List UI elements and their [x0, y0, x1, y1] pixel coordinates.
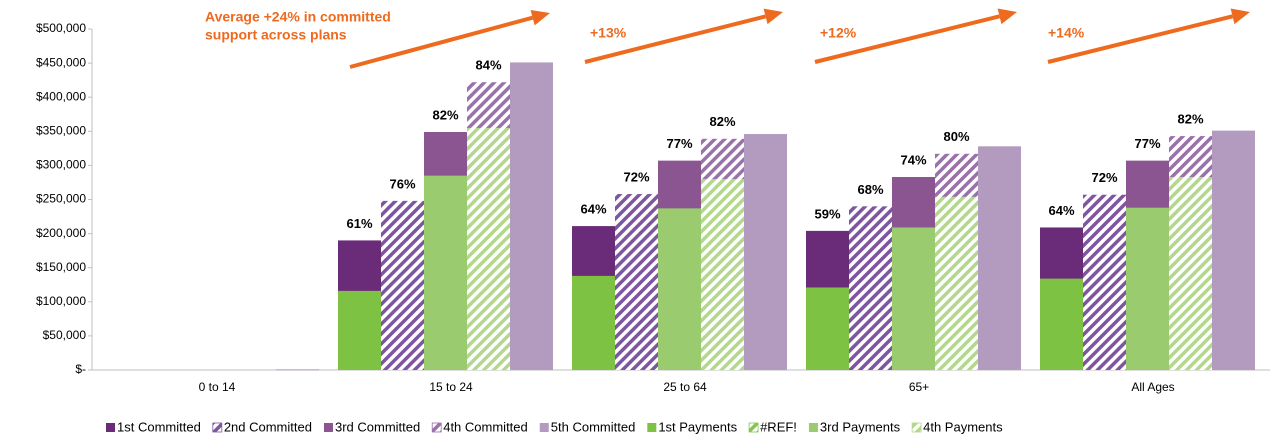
legend-label: 1st Payments — [658, 419, 737, 434]
ratio-label: 77% — [666, 136, 692, 151]
x-tick-label: 65+ — [909, 380, 929, 394]
bar — [1083, 194, 1126, 370]
bar — [467, 127, 510, 370]
arrow-head — [763, 8, 783, 25]
y-tick-label: $- — [75, 362, 86, 376]
x-tick-label: 25 to 64 — [663, 380, 707, 394]
legend-swatch — [323, 423, 333, 432]
legend-label: 4th Payments — [923, 419, 1003, 434]
bar — [978, 146, 1021, 370]
arrow-shaft — [1047, 14, 1234, 64]
y-tick-label: $400,000 — [36, 89, 86, 103]
arrow-head — [530, 9, 550, 26]
arrow-head — [997, 8, 1017, 25]
y-tick-label: $100,000 — [36, 294, 86, 308]
bar — [1169, 176, 1212, 370]
annotation: +13% — [590, 25, 627, 41]
ratio-label: 59% — [814, 206, 840, 221]
legend-swatch — [539, 423, 549, 432]
legend-swatch — [431, 422, 442, 433]
ratio-label: 80% — [943, 129, 969, 144]
bar — [338, 290, 381, 370]
annotation: +12% — [820, 25, 857, 41]
ratio-label: 82% — [1177, 112, 1203, 127]
ratio-label: 68% — [857, 182, 883, 197]
bar — [381, 200, 424, 370]
bar — [806, 287, 849, 370]
legend-label: 5th Committed — [551, 419, 636, 434]
bar — [276, 369, 319, 371]
legend-swatch — [808, 423, 818, 432]
legend-label: 4th Committed — [443, 419, 528, 434]
ratio-label: 64% — [580, 202, 606, 217]
bar — [849, 206, 892, 370]
legend-label: 3rd Committed — [335, 419, 420, 434]
ratio-label: 72% — [1091, 170, 1117, 185]
y-tick-label: $500,000 — [36, 21, 86, 35]
arrow-shaft — [814, 14, 1001, 64]
bar — [1212, 130, 1255, 370]
legend-swatch — [647, 423, 657, 432]
annotation: support across plans — [205, 27, 347, 43]
ratio-label: 82% — [709, 114, 735, 129]
ratio-label: 74% — [900, 152, 926, 167]
legend-swatch — [106, 423, 115, 432]
y-tick-label: $450,000 — [36, 55, 86, 69]
bar — [424, 175, 467, 370]
bar — [615, 194, 658, 370]
bar — [572, 275, 615, 370]
legend-label: #REF! — [760, 419, 797, 434]
ratio-label: 61% — [346, 216, 372, 231]
ratio-label: 64% — [1048, 203, 1074, 218]
bar — [510, 62, 553, 370]
bar — [701, 179, 744, 370]
bar — [1126, 207, 1169, 370]
y-tick-label: $50,000 — [43, 328, 87, 342]
ratio-label: 77% — [1134, 136, 1160, 151]
arrow-head — [1230, 8, 1250, 25]
legend-label: 3rd Payments — [820, 419, 901, 434]
ratio-label: 82% — [432, 107, 458, 122]
ratio-label: 76% — [389, 176, 415, 191]
y-tick-label: $150,000 — [36, 260, 86, 274]
y-tick-label: $250,000 — [36, 192, 86, 206]
y-tick-label: $300,000 — [36, 158, 86, 172]
x-tick-label: 0 to 14 — [199, 380, 236, 394]
legend-swatch — [748, 422, 759, 433]
ratio-label: 84% — [475, 58, 501, 73]
bar — [1040, 278, 1083, 370]
legend-swatch — [212, 422, 223, 433]
annotation: Average +24% in committed — [205, 9, 391, 25]
y-tick-label: $200,000 — [36, 226, 86, 240]
bar — [658, 208, 701, 370]
arrow-shaft — [584, 14, 767, 64]
arrow-shaft — [349, 15, 534, 69]
y-tick-label: $350,000 — [36, 123, 86, 137]
bar — [744, 134, 787, 370]
legend-label: 2nd Committed — [224, 419, 312, 434]
ratio-label: 72% — [623, 169, 649, 184]
x-tick-label: All Ages — [1131, 380, 1174, 394]
legend-label: 1st Committed — [117, 419, 201, 434]
legend-swatch — [911, 422, 922, 433]
bar — [892, 227, 935, 370]
x-tick-label: 15 to 24 — [429, 380, 473, 394]
annotation: +14% — [1048, 25, 1085, 41]
bar — [935, 196, 978, 370]
